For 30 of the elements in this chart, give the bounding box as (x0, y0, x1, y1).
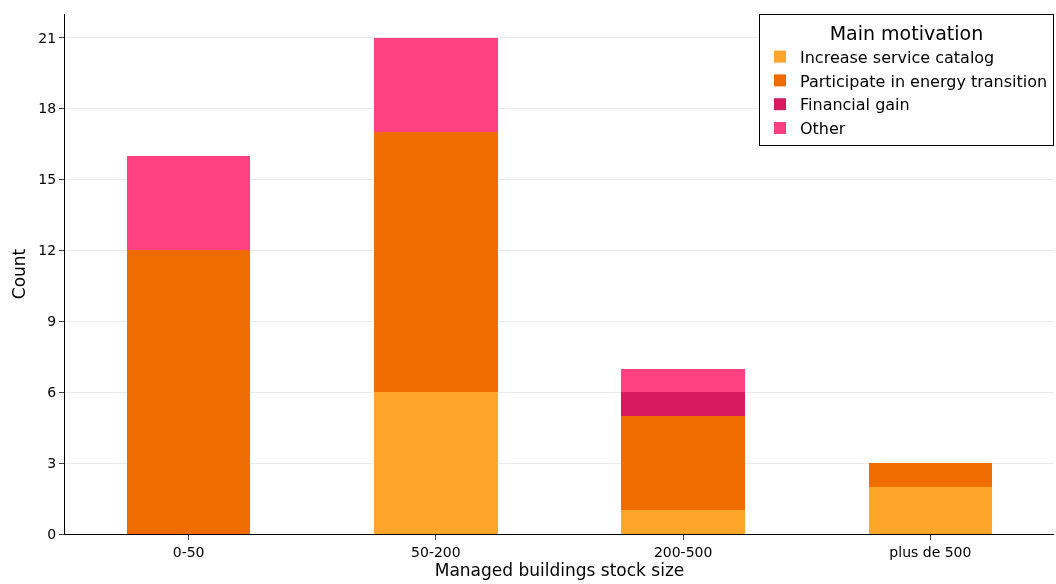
x-tick-label: 200-500 (653, 543, 713, 560)
x-axis-title: Managed buildings stock size (434, 559, 685, 580)
bar (621, 368, 745, 393)
y-tick-label: 0 (47, 525, 57, 542)
legend-title: Main motivation (829, 21, 984, 44)
bar (126, 250, 251, 534)
y-tick-label: 6 (47, 384, 57, 401)
legend-label: Participate in energy transition (800, 71, 1048, 91)
y-tick-label: 18 (38, 100, 57, 117)
legend-label: Increase service catalog (800, 47, 995, 67)
bar (374, 132, 498, 393)
y-tick-label: 3 (47, 454, 57, 471)
x-tick-label: plus de 500 (889, 543, 972, 560)
y-tick-label: 15 (38, 171, 57, 188)
legend-label: Other (800, 119, 846, 139)
bar (868, 486, 993, 534)
y-tick-label: 9 (47, 313, 57, 330)
bar (374, 392, 498, 534)
bar (868, 463, 993, 487)
bar (621, 415, 745, 511)
x-tick-label: 0-50 (172, 543, 205, 560)
y-tick-label: 12 (38, 242, 57, 259)
bar (621, 510, 745, 534)
y-axis-title: Count (8, 248, 29, 300)
bar (621, 392, 745, 416)
bar (126, 155, 251, 251)
x-tick-label: 50-200 (411, 543, 461, 560)
bar (374, 37, 498, 133)
legend-label: Financial gain (800, 95, 910, 115)
y-tick-label: 21 (38, 29, 57, 46)
